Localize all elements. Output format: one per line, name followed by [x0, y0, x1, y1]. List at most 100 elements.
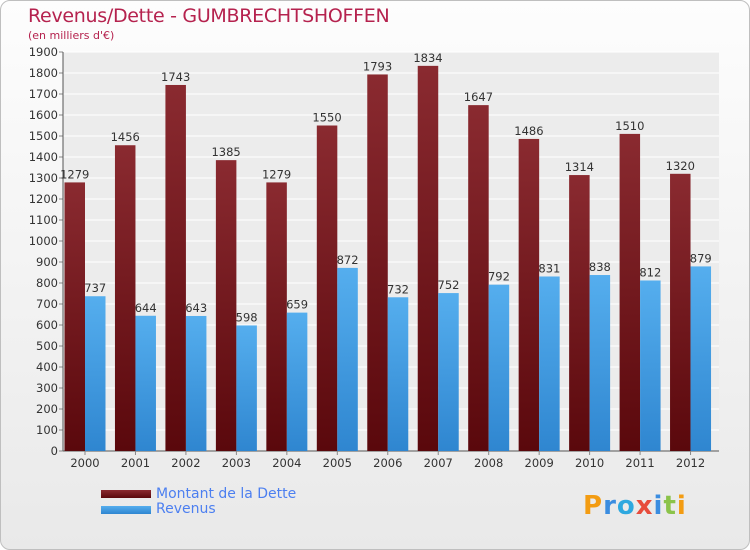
bar-dette: [569, 175, 590, 451]
data-label-revenus: 752: [438, 278, 460, 292]
bar-dette: [367, 74, 388, 451]
data-label-revenus: 812: [639, 265, 661, 279]
bar-revenus: [337, 267, 358, 451]
bar-dette: [670, 173, 691, 452]
y-tick-label: 1000: [29, 234, 58, 248]
bar-dette: [316, 125, 338, 451]
data-label-dette: 1320: [666, 159, 695, 173]
bar-revenus: [488, 284, 510, 451]
y-tick-label: 500: [36, 339, 58, 353]
logo-letter: o: [616, 491, 636, 521]
bar-dette: [417, 65, 439, 452]
data-label-revenus: 792: [488, 270, 510, 284]
bar-revenus: [286, 312, 308, 451]
bar-dette: [215, 160, 237, 451]
legend-swatch-revenus: [101, 506, 151, 514]
bar-dette: [619, 133, 641, 451]
x-tick-label: 2004: [272, 456, 301, 470]
bar-revenus: [236, 325, 257, 451]
x-tick-label: 2002: [171, 456, 200, 470]
y-tick-label: 1100: [29, 213, 58, 227]
x-tick-label: 2003: [222, 456, 251, 470]
x-tick-label: 2001: [121, 456, 150, 470]
x-tick-label: 2010: [575, 456, 604, 470]
bar-revenus: [387, 297, 409, 451]
y-tick-label: 600: [36, 318, 58, 332]
data-label-revenus: 732: [387, 282, 409, 296]
x-tick-label: 2011: [625, 456, 654, 470]
y-tick-label: 1400: [29, 150, 58, 164]
data-label-revenus: 659: [286, 298, 308, 312]
y-tick-label: 1800: [29, 66, 58, 80]
data-label-dette: 1743: [161, 70, 190, 84]
legend-label-dette: Montant de la Dette: [156, 486, 297, 502]
bar-dette: [114, 145, 136, 452]
x-tick-label: 2008: [474, 456, 503, 470]
data-label-dette: 1385: [211, 145, 240, 159]
bar-revenus: [185, 315, 207, 451]
x-tick-label: 2009: [525, 456, 554, 470]
data-label-revenus: 831: [538, 261, 560, 275]
data-label-dette: 1834: [413, 51, 442, 65]
logo-letter: x: [635, 491, 654, 521]
chart-title: Revenus/Dette - GUMBRECHTSHOFFEN: [28, 5, 390, 27]
bar-revenus: [640, 280, 661, 451]
bar-revenus: [438, 293, 459, 451]
y-tick-label: 1200: [29, 192, 58, 206]
bar-revenus: [690, 266, 712, 451]
bar-dette: [266, 182, 287, 451]
y-tick-label: 0: [51, 444, 58, 458]
y-tick-label: 900: [36, 255, 58, 269]
logo-letter: r: [603, 491, 617, 521]
y-tick-label: 200: [36, 402, 58, 416]
y-tick-label: 700: [36, 297, 58, 311]
y-tick-label: 1900: [29, 45, 58, 59]
data-label-dette: 1510: [615, 119, 644, 133]
data-label-revenus: 872: [337, 253, 359, 267]
legend-swatch-dette: [101, 490, 151, 498]
x-tick-label: 2007: [424, 456, 453, 470]
logo-letter: i: [676, 491, 687, 521]
y-tick-label: 1600: [29, 108, 58, 122]
x-tick-label: 2006: [373, 456, 402, 470]
data-label-dette: 1279: [262, 167, 291, 181]
logo-letter: i: [653, 491, 664, 521]
bar-dette: [518, 138, 540, 451]
logo-letter: t: [663, 491, 677, 521]
data-label-dette: 1314: [565, 160, 594, 174]
data-label-revenus: 644: [135, 301, 157, 315]
bar-dette: [64, 182, 85, 451]
x-tick-label: 2000: [70, 456, 99, 470]
data-label-dette: 1456: [111, 130, 140, 144]
y-tick-label: 1500: [29, 129, 58, 143]
y-tick-label: 400: [36, 360, 58, 374]
y-tick-label: 1700: [29, 87, 58, 101]
bar-revenus: [539, 276, 560, 451]
y-tick-label: 800: [36, 276, 58, 290]
bar-dette: [165, 84, 186, 451]
data-label-dette: 1647: [464, 90, 493, 104]
chart-subtitle: (en milliers d'€): [28, 29, 115, 42]
bar-revenus: [589, 275, 611, 451]
data-label-revenus: 838: [589, 260, 611, 274]
data-label-revenus: 598: [236, 310, 258, 324]
data-label-dette: 1279: [60, 167, 89, 181]
y-tick-label: 100: [36, 423, 58, 437]
y-tick-label: 1300: [29, 171, 58, 185]
proxiti-logo: Proxiti: [583, 491, 687, 521]
y-tick-label: 300: [36, 381, 58, 395]
data-label-revenus: 643: [185, 301, 207, 315]
logo-letter: P: [583, 491, 604, 521]
data-label-revenus: 737: [84, 281, 106, 295]
bar-dette: [468, 105, 489, 451]
x-tick-label: 2005: [323, 456, 352, 470]
x-tick-label: 2012: [676, 456, 705, 470]
data-label-dette: 1793: [363, 59, 392, 73]
bar-revenus: [85, 296, 106, 451]
data-label-revenus: 879: [690, 251, 712, 265]
bar-revenus: [135, 315, 156, 451]
data-label-dette: 1486: [514, 124, 543, 138]
legend-label-revenus: Revenus: [156, 501, 216, 517]
